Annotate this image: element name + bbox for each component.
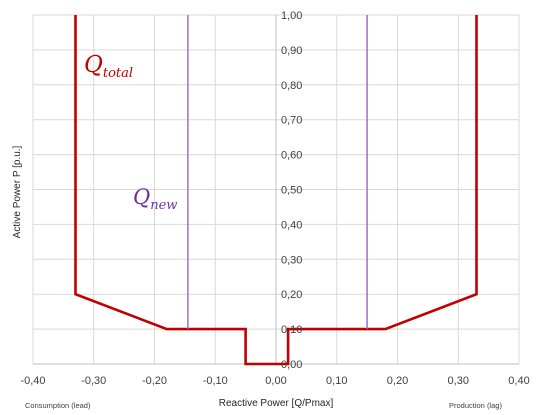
y-tick-label-3: 0,30: [281, 254, 302, 266]
x-tick-label-0: -0,40: [20, 375, 45, 387]
series-label-q-total-sub: total: [103, 66, 133, 81]
consumption-note: Consumption (lead): [25, 401, 91, 410]
series-label-q-new-main: Q: [133, 185, 150, 209]
y-tick-label-2: 0,20: [281, 289, 302, 301]
y-tick-label-7: 0,70: [281, 115, 302, 127]
y-tick-label-9: 0,90: [281, 45, 302, 57]
tick-labels: -0,40 -0,30 -0,20 -0,10 0,00 0,10 0,20 0,30 0,40…: [20, 10, 529, 387]
x-tick-label-1: -0,30: [81, 375, 106, 387]
y-tick-label-6: 0,60: [281, 150, 302, 162]
x-tick-label-7: 0,30: [448, 375, 469, 387]
y-tick-label-10: 1,00: [281, 10, 302, 22]
x-tick-label-4: 0,00: [265, 375, 286, 387]
y-tick-label-0: 0,00: [281, 359, 302, 371]
x-tick-label-6: 0,20: [387, 375, 408, 387]
production-note: Production (lag): [449, 401, 502, 410]
y-tick-label-8: 0,80: [281, 80, 302, 92]
gridlines: [32, 14, 520, 365]
series-label-q-total: Qtotal: [84, 52, 133, 81]
x-tick-label-2: -0,20: [142, 375, 167, 387]
x-tick-label-3: -0,10: [203, 375, 228, 387]
x-axis-title: Reactive Power [Q/Pmax]: [219, 398, 334, 409]
y-axis-title: Active Power P [p.u.]: [12, 145, 23, 238]
y-tick-label-5: 0,50: [281, 185, 302, 197]
series-layer: [74, 15, 478, 366]
y-tick-label-4: 0,40: [281, 219, 302, 231]
x-tick-label-5: 0,10: [326, 375, 347, 387]
series-label-q-total-main: Q: [84, 52, 103, 78]
series-label-q-new-sub: new: [150, 198, 177, 213]
series-line-q-total-0: [74, 15, 478, 366]
x-tick-label-8: 0,40: [508, 375, 529, 387]
series-label-q-new: Qnew: [133, 185, 177, 213]
y-tick-label-1: 0,10: [281, 324, 302, 336]
